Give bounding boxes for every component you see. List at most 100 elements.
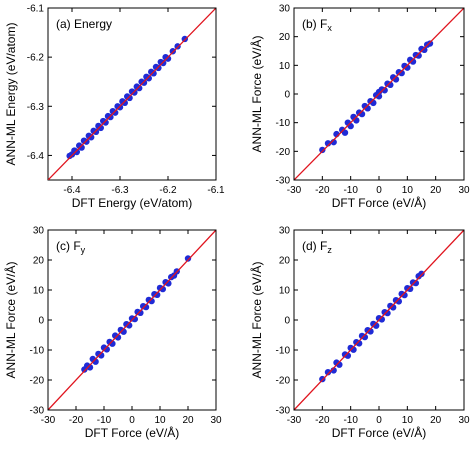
data-point	[174, 43, 181, 50]
x-tick-label: 0	[129, 415, 135, 426]
data-point	[97, 124, 105, 132]
plot-area	[294, 230, 464, 410]
data-point	[137, 309, 144, 316]
data-point	[83, 138, 90, 145]
x-tick-label: -10	[343, 415, 358, 426]
data-point	[121, 99, 128, 107]
plot-area	[294, 8, 464, 180]
x-tick-label: -30	[41, 415, 56, 426]
data-point	[184, 255, 192, 262]
x-axis-label: DFT Force (eV/Å)	[332, 425, 426, 440]
x-tick-label: -30	[287, 185, 302, 196]
data-point	[412, 279, 420, 287]
data-point	[159, 285, 166, 293]
x-tick-label: -20	[69, 415, 84, 426]
data-point	[140, 79, 148, 86]
data-point	[347, 122, 354, 130]
x-tick-label: -10	[343, 185, 358, 196]
data-point	[92, 128, 100, 136]
y-tick-label: -20	[276, 376, 291, 387]
x-tick-label: -20	[315, 415, 330, 426]
data-point	[131, 315, 138, 323]
y-tick-label: -6.3	[27, 102, 45, 113]
data-point	[126, 94, 133, 102]
panel-0: -6.4 -6.3 -6.2 -6.1 -6.4 -6.3 -6.2 -6.1 DFT Ener…	[4, 4, 225, 211]
reference-line	[294, 8, 464, 180]
data-point	[409, 58, 417, 65]
y-axis-label: ANN-ML Energy (eV/atom)	[4, 23, 18, 166]
y-tick-label: 20	[279, 32, 291, 43]
panel-label: (b) Fx	[302, 17, 332, 33]
x-tick-label: -10	[97, 415, 112, 426]
plot-area	[48, 230, 216, 410]
panel-1: -30 -20 -10 0 10 20 30 -30 -20 -10 0 10 20 30 DFT Forc…	[249, 4, 470, 211]
y-tick-label: -6.1	[27, 4, 45, 15]
data-point	[131, 89, 138, 96]
data-point	[401, 291, 408, 299]
panel-label-subscript: x	[327, 23, 332, 33]
x-tick-label: 10	[402, 185, 414, 196]
y-tick-label: 30	[279, 226, 291, 237]
panel-2: -30 -20 -10 0 10 20 30 -30 -20 -10 0 10 20 30 DFT Forc…	[3, 226, 222, 441]
data-point	[387, 81, 394, 89]
y-tick-label: -10	[276, 118, 291, 129]
data-point	[160, 59, 167, 67]
x-tick-label: 20	[430, 415, 442, 426]
plot-area	[48, 8, 216, 180]
x-tick-label: -6.4	[63, 185, 81, 196]
y-tick-label: -30	[30, 406, 45, 417]
panel-label: (a) Energy	[56, 17, 112, 31]
x-axis-label: DFT Force (eV/Å)	[85, 425, 179, 440]
panel-label-text: (c) F	[56, 239, 81, 253]
data-point	[164, 55, 172, 62]
panel-label-subscript: z	[327, 245, 332, 255]
reference-line	[48, 8, 216, 180]
y-tick-label: 10	[33, 286, 45, 297]
x-axis-label: DFT Force (eV/Å)	[332, 195, 426, 210]
data-point	[145, 75, 152, 82]
y-tick-label: -10	[30, 346, 45, 357]
data-point	[398, 69, 405, 77]
plot-frame	[47, 7, 217, 181]
data-point	[330, 138, 337, 146]
y-tick-label: 0	[284, 316, 290, 327]
reference-line	[294, 230, 464, 410]
y-tick-label: -30	[276, 406, 291, 417]
y-tick-label: 20	[279, 256, 291, 267]
panel-3: -30 -20 -10 0 10 20 30 -30 -20 -10 0 10 20 30 DFT Forc…	[249, 226, 470, 441]
data-point	[136, 84, 143, 92]
data-point	[361, 333, 369, 341]
y-tick-label: 10	[279, 286, 291, 297]
data-point	[102, 119, 109, 126]
data-point	[78, 144, 85, 151]
y-tick-label: 30	[33, 226, 45, 237]
data-point	[324, 140, 332, 147]
panel-label-text: (d) F	[302, 239, 327, 253]
data-point	[142, 303, 150, 311]
x-tick-label: 30	[458, 185, 470, 196]
data-point	[148, 297, 155, 305]
x-tick-label: -6.2	[159, 185, 177, 196]
panel-label: (d) Fz	[302, 239, 332, 255]
data-point	[181, 35, 188, 43]
x-tick-label: 20	[430, 185, 442, 196]
data-point	[341, 129, 349, 136]
x-tick-label: 30	[210, 415, 222, 426]
y-tick-label: -30	[276, 176, 291, 187]
y-axis-label: ANN-ML Force (eV/Å)	[249, 262, 264, 379]
x-tick-label: -6.1	[207, 185, 225, 196]
data-point	[107, 113, 114, 121]
x-tick-label: 10	[402, 415, 414, 426]
data-point	[406, 285, 414, 292]
data-point	[112, 109, 119, 116]
y-tick-label: -20	[30, 376, 45, 387]
data-point	[169, 48, 176, 55]
data-point	[381, 87, 388, 94]
data-point	[155, 64, 162, 72]
y-tick-label: -6.2	[27, 53, 45, 64]
x-tick-label: 30	[458, 415, 470, 426]
data-point	[404, 64, 411, 71]
data-point	[421, 46, 428, 54]
